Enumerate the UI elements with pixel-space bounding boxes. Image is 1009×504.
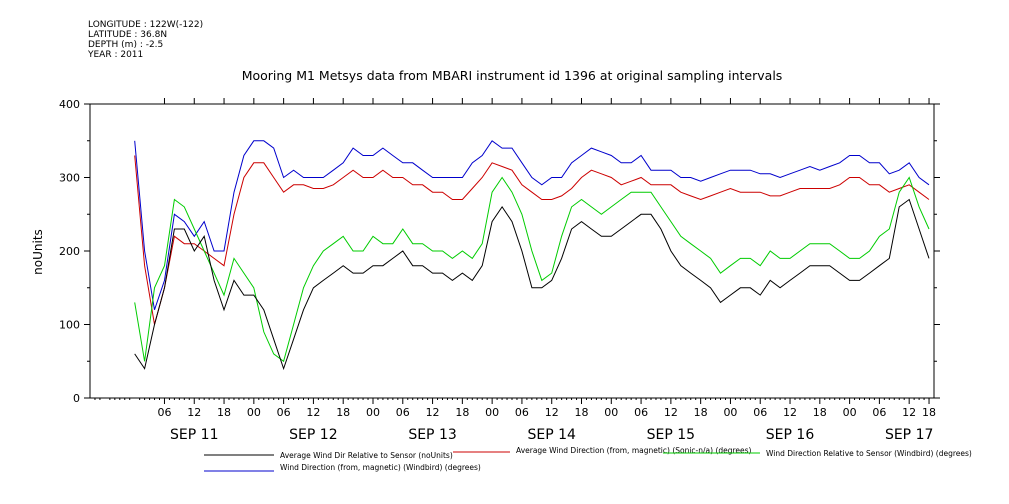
legend-label-2: Wind Direction Relative to Sensor (Windb… xyxy=(766,449,972,458)
series-line-1 xyxy=(134,155,930,325)
series-line-0 xyxy=(134,198,930,371)
axes-group: 0 100 200 300 400 06 12 18 00 06 12 18 00 06 12 18 00 06 1… xyxy=(59,98,940,443)
depth-text: DEPTH (m) : -2.5 xyxy=(88,40,164,50)
x-tick-label: 12 xyxy=(664,406,678,419)
x-tick-label: 18 xyxy=(336,406,350,419)
latitude-text: LATITUDE : 36.8N xyxy=(88,30,168,40)
day-label: SEP 14 xyxy=(527,427,576,443)
y-tick-label: 100 xyxy=(59,319,80,332)
series-lines xyxy=(134,140,930,371)
x-tick-label: 00 xyxy=(366,406,380,419)
year-text: YEAR : 2011 xyxy=(88,50,144,60)
series-line-3 xyxy=(134,140,930,310)
x-tick-label: 18 xyxy=(813,406,827,419)
x-tick-label: 12 xyxy=(306,406,320,419)
y-tick-label: 200 xyxy=(59,245,80,258)
day-label: SEP 11 xyxy=(170,427,218,443)
day-label: SEP 13 xyxy=(408,427,456,443)
day-label: SEP 12 xyxy=(289,427,337,443)
x-tick-label: 00 xyxy=(843,406,857,419)
x-tick-label: 12 xyxy=(426,406,440,419)
x-tick-label: 00 xyxy=(247,406,261,419)
legend-label-1: Average Wind Direction (from, magnetic) … xyxy=(516,446,752,455)
x-tick-label: 18 xyxy=(455,406,469,419)
x-tick-label: 12 xyxy=(902,406,916,419)
x-tick-label: 06 xyxy=(634,406,648,419)
chart-title: Mooring M1 Metsys data from MBARI instru… xyxy=(242,68,783,83)
x-tick-label: 12 xyxy=(187,406,201,419)
x-tick-label: 06 xyxy=(872,406,886,419)
x-tick-label: 06 xyxy=(277,406,291,419)
x-tick-label: 06 xyxy=(753,406,767,419)
y-axis-label: noUnits xyxy=(31,229,45,275)
x-tick-label: 18 xyxy=(922,406,936,419)
y-tick-label: 0 xyxy=(73,392,80,405)
x-tick-label: 18 xyxy=(575,406,589,419)
x-tick-label: 06 xyxy=(515,406,529,419)
day-label: SEP 15 xyxy=(647,427,695,443)
legend-label-0: Average Wind Dir Relative to Sensor (noU… xyxy=(280,451,453,460)
longitude-text: LONGITUDE : 122W(-122) xyxy=(88,20,204,30)
day-label: SEP 17 xyxy=(885,427,933,443)
x-tick-label: 06 xyxy=(396,406,410,419)
x-tick-label: 06 xyxy=(157,406,171,419)
y-tick-label: 300 xyxy=(59,172,80,185)
x-tick-label: 00 xyxy=(604,406,618,419)
series-line-2 xyxy=(134,176,930,363)
x-tick-label: 00 xyxy=(485,406,499,419)
x-tick-label: 12 xyxy=(545,406,559,419)
x-tick-label: 18 xyxy=(694,406,708,419)
x-tick-label: 00 xyxy=(723,406,737,419)
x-tick-label: 12 xyxy=(783,406,797,419)
metadata-block: LONGITUDE : 122W(-122) LATITUDE : 36.8N … xyxy=(88,20,203,60)
legend: Average Wind Dir Relative to Sensor (noU… xyxy=(204,446,972,472)
legend-label-3: Wind Direction (from, magnetic) (Windbir… xyxy=(280,463,481,472)
y-tick-label: 400 xyxy=(59,98,80,111)
day-label: SEP 16 xyxy=(766,427,815,443)
x-tick-label: 18 xyxy=(217,406,231,419)
